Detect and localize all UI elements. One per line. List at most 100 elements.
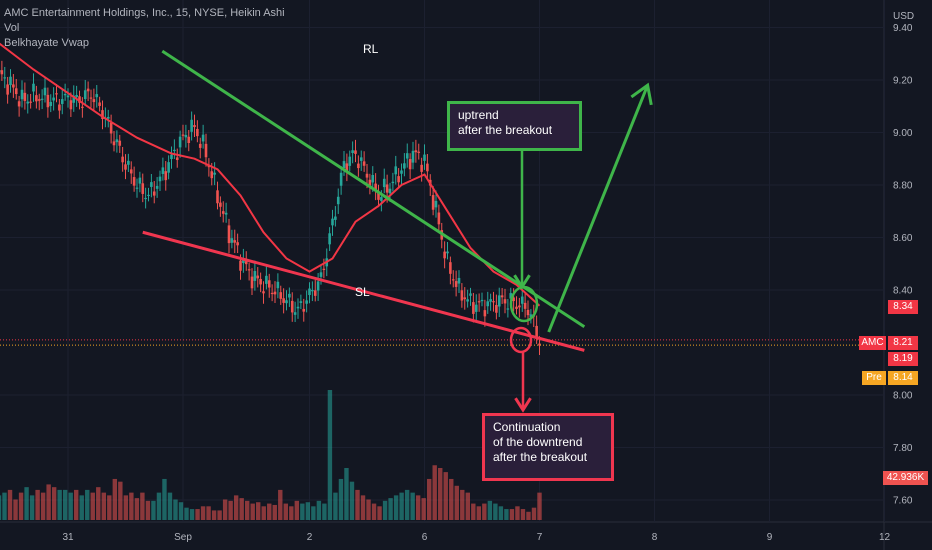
volume-bar [0,495,2,520]
candle [474,294,478,321]
volume-bar [239,498,244,520]
candle [147,187,150,202]
volume-bar [305,502,311,520]
candle [276,273,280,299]
candle [164,161,168,191]
candle [167,155,170,180]
volume-bar [85,489,90,520]
candle [443,241,446,269]
volume-bar [393,495,399,520]
candle [311,281,314,302]
y-tick-label: 7.60 [893,496,913,507]
volume-bar [123,495,129,520]
volume-bar [57,489,62,520]
volume-bar [316,500,322,520]
volume-bar [410,492,415,520]
candle [362,151,366,172]
volume-bar [327,390,333,520]
volume-bar [537,492,542,520]
candle [489,293,492,311]
volume-bar [250,503,255,520]
candle [431,186,435,216]
candle [299,294,303,310]
volume-bar [96,487,101,520]
resistance-label: RL [363,42,379,56]
symbol-title[interactable]: AMC Entertainment Holdings, Inc., 15, NY… [4,7,285,19]
candle [138,171,142,193]
candle [158,170,162,191]
volume-indicator-label[interactable]: Vol [4,22,20,34]
candle [316,273,320,301]
volume-bar [493,503,498,520]
candle [43,77,47,103]
candle [155,177,159,198]
volume-bar [415,495,421,520]
candle [60,89,64,115]
volume-bar [200,506,206,520]
candle [127,153,130,172]
candle [466,289,469,308]
resistance-line [161,49,586,329]
chart-legend: AMC Entertainment Holdings, Inc., 15, NY… [4,6,285,51]
volume-bar [509,509,515,520]
volume-bar [487,500,493,520]
candle [515,296,518,315]
candle [106,109,110,128]
x-tick-label: Sep [174,532,192,543]
currency-label: USD [893,11,914,22]
volume-bar [267,503,272,520]
candle [308,282,311,304]
candle [109,114,113,144]
time-axis[interactable]: 31 Sep 2 6 7 8 9 12 [62,532,890,543]
arrow-head [513,274,531,290]
candle [29,93,32,109]
candle [497,287,501,318]
candle [342,150,346,176]
x-tick-label: 7 [537,532,543,543]
candle [95,85,99,108]
vwap-line [0,42,541,307]
candle [198,137,202,159]
candle [305,290,308,313]
candle [535,315,538,344]
candle [397,168,400,188]
candle [227,218,231,254]
volume-bar [140,492,145,520]
vwap-indicator-label[interactable]: Belkhayate Vwap [4,37,89,49]
volume-bar [338,478,344,520]
pre-price-badge: 8.14 [888,371,918,385]
volume-bar [520,509,526,520]
candle [451,270,455,288]
candle [170,146,173,169]
volume-bar [2,492,7,520]
x-tick-label: 2 [307,532,313,543]
candle [446,241,449,260]
candle [124,154,127,180]
candle [472,292,475,323]
volume-bar [311,506,316,520]
breakout-circle-up [509,285,539,323]
volume-bar [195,509,200,520]
candle [118,134,122,153]
candle [72,85,76,112]
volume-bar [333,492,338,520]
volume-bar [476,506,482,520]
candle [69,92,73,117]
candle [434,190,438,218]
volume-bar [465,492,471,520]
candle [374,173,377,201]
candle [46,87,50,118]
candle [265,265,268,290]
volume-bar [173,499,178,520]
candle [500,287,504,304]
price-axis[interactable]: USD 9.40 9.20 9.00 8.80 8.60 8.40 8.00 7.80 7.60 [893,11,914,507]
line-price-badge: 8.19 [888,352,918,366]
support-label: SL [355,285,370,299]
candle [175,148,179,168]
candle [66,88,70,108]
volume-bar [18,492,24,520]
candle [247,262,251,281]
